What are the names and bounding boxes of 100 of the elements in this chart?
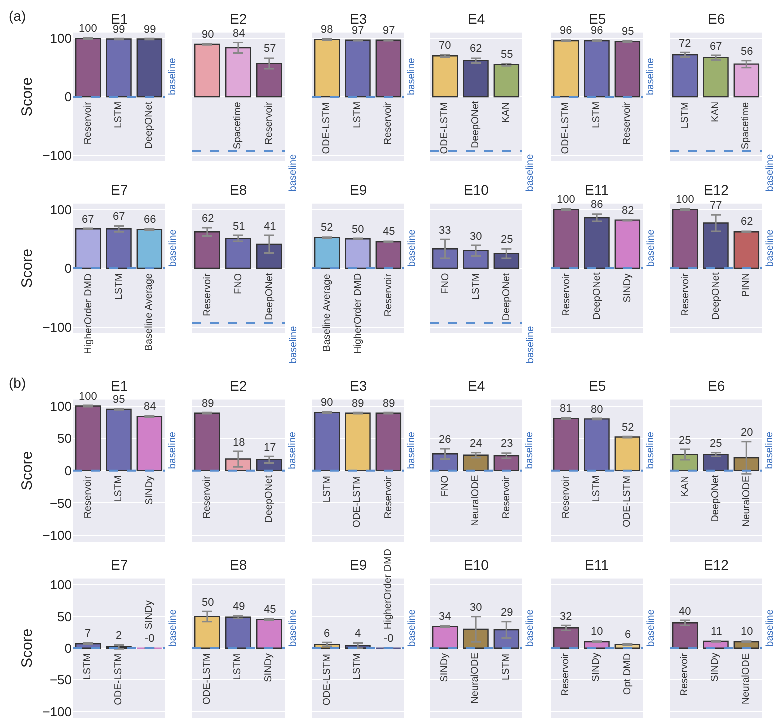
ref-line-label: baseline bbox=[406, 432, 418, 470]
data-label: 50 bbox=[352, 224, 364, 236]
data-label: 23 bbox=[501, 438, 514, 450]
data-label: 66 bbox=[144, 214, 156, 226]
data-label: 33 bbox=[439, 225, 452, 237]
data-label: 90 bbox=[202, 29, 214, 41]
x-tick-label: HigherOrder DMD bbox=[382, 548, 394, 630]
data-label: 18 bbox=[233, 437, 246, 449]
x-tick-label: LSTM bbox=[352, 102, 364, 128]
data-label: 32 bbox=[560, 611, 572, 623]
y-axis-title: Score bbox=[18, 628, 36, 668]
data-label: 67 bbox=[82, 214, 94, 226]
chart-title: E8 bbox=[230, 557, 248, 573]
x-tick-label: SINDy bbox=[264, 654, 275, 682]
ref-line-label: baseline bbox=[168, 432, 179, 470]
data-label: 100 bbox=[79, 391, 98, 403]
ref-line-label: baseline bbox=[168, 229, 179, 267]
text: (b) bbox=[9, 375, 26, 391]
data-label: -0 bbox=[384, 633, 394, 645]
chart-title: E11 bbox=[585, 182, 610, 198]
x-tick-label: Reservoir bbox=[501, 476, 512, 520]
x-tick-label: Reservoir bbox=[82, 475, 94, 519]
x-tick-label: DeepONet bbox=[264, 475, 276, 523]
y-tick-label: −100 bbox=[42, 320, 72, 335]
x-tick-label: LSTM bbox=[352, 653, 364, 680]
y-tick-label: 100 bbox=[50, 31, 72, 46]
y-tick-label: −100 bbox=[42, 704, 72, 720]
ref-line-label: baseline bbox=[765, 609, 776, 647]
x-tick-label: Baseline Average bbox=[322, 274, 333, 352]
data-label: 99 bbox=[144, 24, 156, 36]
data-label: 56 bbox=[741, 46, 754, 58]
data-label: 50 bbox=[202, 597, 214, 609]
data-label: 84 bbox=[233, 28, 246, 40]
data-label: 95 bbox=[113, 394, 126, 406]
y-tick-label: 50 bbox=[58, 431, 72, 446]
data-label: 67 bbox=[710, 41, 722, 53]
data-label: 70 bbox=[439, 40, 452, 52]
ref-line-label: baseline bbox=[764, 432, 776, 470]
x-tick-label: Reservoir bbox=[561, 272, 572, 316]
data-label: 11 bbox=[711, 626, 722, 638]
x-tick-label: Reservoir bbox=[384, 273, 395, 317]
x-tick-label: LSTM bbox=[114, 102, 125, 128]
chart-title: E11 bbox=[585, 557, 610, 573]
data-label: 90 bbox=[321, 397, 334, 409]
data-label: 96 bbox=[591, 25, 604, 37]
x-tick-label: DeepONet bbox=[470, 101, 482, 148]
ref-line-label: baseline bbox=[407, 609, 418, 647]
chart-title: E6 bbox=[708, 378, 726, 394]
data-label: 34 bbox=[439, 611, 452, 623]
x-tick-label: Reservoir bbox=[622, 102, 634, 146]
x-tick-label: LSTM bbox=[232, 654, 244, 680]
ref-line-label: baseline bbox=[525, 326, 536, 364]
x-tick-label: LSTM bbox=[592, 102, 603, 128]
data-label: 24 bbox=[470, 438, 482, 450]
data-label: 80 bbox=[591, 404, 604, 416]
y-tick-label: −100 bbox=[42, 148, 72, 163]
x-tick-label: LSTM bbox=[114, 476, 125, 502]
y-axis-title: Score bbox=[18, 248, 36, 288]
data-label: 89 bbox=[202, 398, 214, 410]
data-label: 89 bbox=[352, 398, 364, 410]
chart-title: E1 bbox=[111, 11, 128, 27]
data-label: 6 bbox=[324, 628, 330, 640]
x-tick-label: HigherOrder DMD bbox=[352, 273, 364, 354]
chart-title: E10 bbox=[464, 557, 490, 573]
chart-title: E10 bbox=[464, 182, 490, 198]
x-tick-label: ODE-LSTM bbox=[322, 654, 333, 706]
y-tick-label: 100 bbox=[50, 398, 72, 414]
data-label: 41 bbox=[264, 221, 276, 233]
x-tick-label: NeuralODE bbox=[470, 652, 482, 704]
data-label: 20 bbox=[741, 427, 754, 439]
x-tick-label: SINDy bbox=[144, 600, 155, 630]
data-label: 52 bbox=[622, 422, 634, 434]
data-label: 81 bbox=[560, 403, 572, 415]
ref-line-label: baseline bbox=[288, 432, 299, 470]
ref-line-label: baseline bbox=[288, 154, 300, 192]
y-tick-label: −50 bbox=[50, 672, 72, 688]
x-tick-label: DeepONet bbox=[710, 474, 722, 522]
x-tick-label: PINN bbox=[741, 273, 752, 298]
ref-line-label: baseline bbox=[524, 432, 536, 470]
chart-title: E4 bbox=[468, 378, 486, 394]
chart-title: E12 bbox=[704, 182, 730, 198]
x-tick-label: Spacetime bbox=[740, 102, 752, 150]
x-tick-label: Reservoir bbox=[560, 652, 572, 696]
y-tick-label: 0 bbox=[64, 90, 72, 105]
x-tick-label: LSTM bbox=[82, 654, 94, 680]
data-label: 45 bbox=[264, 604, 276, 616]
x-tick-label: ODE-LSTM bbox=[622, 476, 633, 528]
ref-line-label: baseline bbox=[288, 326, 300, 364]
data-label: 4 bbox=[355, 628, 362, 640]
x-tick-label: DeepONet bbox=[502, 273, 513, 321]
x-tick-label: ODE-LSTM bbox=[321, 102, 332, 154]
data-label: 25 bbox=[501, 234, 514, 246]
data-label: 29 bbox=[501, 607, 514, 619]
chart-title: E6 bbox=[708, 11, 726, 27]
data-label: 100 bbox=[557, 194, 576, 206]
chart-title: E1 bbox=[111, 378, 128, 394]
y-tick-label: 0 bbox=[64, 463, 72, 478]
x-tick-label: Reservoir bbox=[82, 101, 94, 145]
ref-line-label: baseline bbox=[525, 609, 536, 647]
data-label: 86 bbox=[591, 199, 604, 211]
